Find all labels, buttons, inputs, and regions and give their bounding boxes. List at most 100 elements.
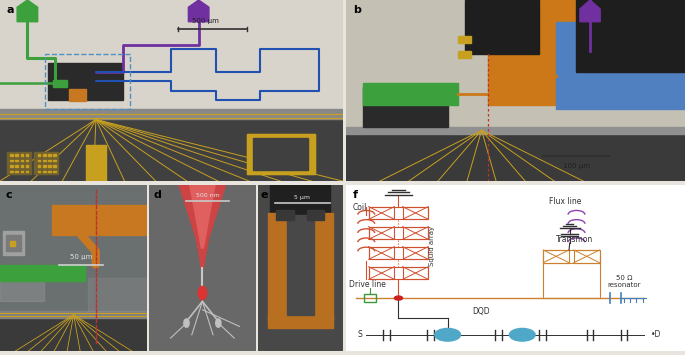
Bar	[574, 250, 599, 263]
Bar	[577, 0, 685, 72]
Text: 100 μm: 100 μm	[563, 163, 590, 169]
Bar	[51, 204, 147, 235]
Bar	[48, 170, 51, 172]
Text: Squid array: Squid array	[429, 226, 436, 266]
Bar	[38, 160, 40, 161]
Bar	[45, 54, 130, 109]
Bar	[369, 226, 428, 239]
Polygon shape	[17, 0, 38, 22]
Bar	[268, 315, 333, 328]
Bar	[253, 137, 309, 170]
Bar	[48, 154, 51, 156]
Bar	[53, 80, 66, 87]
Bar	[247, 134, 315, 174]
Text: •D: •D	[651, 330, 662, 339]
Bar	[48, 63, 123, 99]
Bar	[34, 152, 58, 174]
Bar	[458, 36, 471, 43]
Bar	[15, 160, 18, 161]
Polygon shape	[188, 0, 209, 22]
Text: S: S	[357, 330, 362, 339]
Text: 5 μm: 5 μm	[294, 195, 310, 200]
Bar	[0, 0, 342, 112]
Text: a: a	[7, 5, 14, 15]
Bar	[346, 127, 685, 134]
Bar	[458, 51, 471, 58]
Bar	[363, 87, 448, 127]
Bar	[53, 170, 55, 172]
Text: 500 μm: 500 μm	[192, 17, 219, 23]
Bar	[10, 241, 15, 246]
Bar	[403, 207, 428, 219]
Bar	[0, 315, 147, 351]
Bar	[38, 154, 40, 156]
Text: 50 Ω
resonator: 50 Ω resonator	[607, 275, 640, 288]
Bar	[10, 160, 13, 161]
Bar	[6, 235, 21, 251]
Bar	[253, 138, 308, 170]
Bar	[268, 213, 286, 321]
Bar	[15, 165, 18, 166]
Bar	[543, 250, 599, 263]
Bar	[48, 165, 51, 166]
Bar	[488, 0, 685, 105]
Bar	[68, 89, 86, 102]
Bar	[21, 165, 23, 166]
Bar	[314, 213, 333, 321]
Text: d: d	[153, 190, 162, 200]
Bar	[0, 112, 342, 181]
Bar	[0, 311, 147, 318]
Bar	[403, 226, 428, 239]
Bar	[53, 154, 55, 156]
Bar	[21, 170, 23, 172]
Bar	[42, 165, 45, 166]
Polygon shape	[580, 0, 600, 22]
Bar	[53, 165, 55, 166]
Text: Transmon: Transmon	[556, 235, 593, 244]
Bar	[48, 160, 51, 161]
Bar	[556, 22, 685, 109]
Bar	[15, 154, 18, 156]
Text: e: e	[261, 190, 269, 200]
Bar	[369, 207, 428, 219]
Bar	[403, 247, 428, 260]
Bar	[369, 247, 428, 260]
Text: f: f	[353, 190, 358, 200]
Bar	[3, 231, 23, 255]
Circle shape	[198, 286, 207, 300]
Bar	[543, 250, 569, 263]
Bar	[42, 160, 45, 161]
Bar	[26, 154, 28, 156]
Bar	[364, 294, 376, 302]
Bar	[346, 130, 685, 181]
Text: 500 nm: 500 nm	[196, 193, 220, 198]
Bar	[42, 154, 45, 156]
Bar	[369, 247, 395, 260]
Bar	[26, 165, 28, 166]
Bar	[307, 209, 324, 220]
Polygon shape	[179, 185, 226, 268]
Circle shape	[395, 296, 403, 300]
Bar	[247, 134, 315, 174]
Text: Drive line: Drive line	[349, 280, 386, 289]
Text: b: b	[353, 5, 360, 15]
Bar	[369, 267, 395, 279]
Bar	[21, 160, 23, 161]
Bar	[369, 267, 428, 279]
Circle shape	[184, 319, 189, 327]
Text: c: c	[6, 190, 12, 200]
Bar	[88, 278, 147, 311]
Text: DQD: DQD	[473, 307, 490, 316]
Bar	[276, 209, 293, 220]
Bar	[15, 170, 18, 172]
Circle shape	[510, 328, 535, 341]
Text: 50 μm: 50 μm	[70, 254, 92, 260]
Text: Coil: Coil	[353, 203, 367, 212]
Bar	[10, 170, 13, 172]
Text: Flux line: Flux line	[549, 197, 582, 206]
Bar	[21, 154, 23, 156]
Bar	[38, 170, 40, 172]
Bar	[86, 145, 106, 181]
Bar	[464, 0, 539, 54]
Circle shape	[216, 319, 221, 327]
